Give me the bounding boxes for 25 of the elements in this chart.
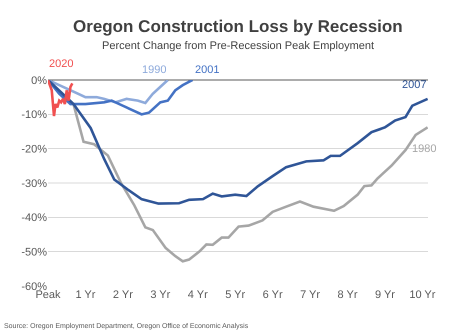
series-label: 2020 — [49, 58, 74, 70]
series-label: 2007 — [402, 79, 426, 91]
y-tick-label: -30% — [21, 178, 48, 190]
y-tick-label: -50% — [21, 246, 48, 259]
series-label: 1990 — [142, 64, 166, 76]
chart-subtitle: Percent Change from Pre-Recession Peak Employment — [102, 40, 374, 52]
x-tick-label: 6 Yr — [262, 289, 283, 301]
x-tick-label: 4 Yr — [188, 289, 208, 301]
x-tick-label: 9 Yr — [374, 289, 396, 301]
x-tick-label: Peak — [35, 289, 62, 301]
x-tick-label: 8 Yr — [338, 289, 358, 301]
x-tick-label: 1 Yr — [75, 289, 96, 301]
x-tick-label: 5 Yr — [225, 289, 246, 301]
x-tick-label: 7 Yr — [300, 289, 320, 301]
series-label: 1980 — [412, 143, 436, 155]
line-series — [48, 80, 74, 118]
y-tick-label: 0% — [31, 74, 48, 87]
y-tick-label: -10% — [21, 109, 48, 122]
series-label: 2001 — [195, 64, 220, 76]
x-tick-label: 3 Yr — [150, 289, 171, 301]
x-tick-label: 2 Yr — [112, 289, 134, 301]
chart-title: Oregon Construction Loss by Recession — [73, 17, 403, 36]
y-tick-label: -40% — [21, 212, 48, 224]
x-tick-label: 10 Yr — [409, 289, 436, 301]
y-tick-label: -20% — [21, 144, 48, 156]
